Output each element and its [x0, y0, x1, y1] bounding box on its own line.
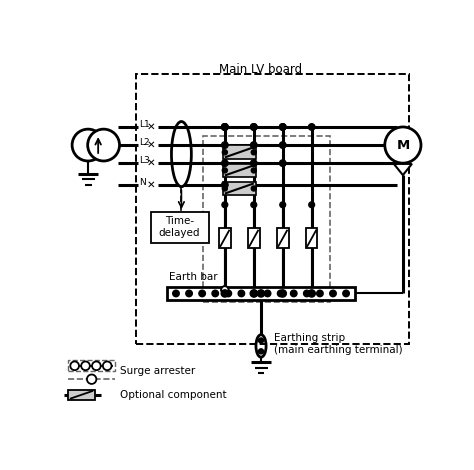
Circle shape [258, 338, 264, 343]
Text: ✕: ✕ [146, 140, 155, 150]
Circle shape [221, 160, 228, 166]
Text: L2: L2 [139, 138, 149, 147]
Text: L1: L1 [139, 120, 149, 129]
Bar [223, 164, 255, 177]
Text: M: M [396, 139, 410, 151]
Circle shape [251, 186, 256, 191]
Text: ✕: ✕ [146, 158, 155, 168]
Circle shape [251, 150, 256, 155]
Circle shape [303, 290, 310, 297]
Text: Main LV board: Main LV board [219, 63, 302, 76]
Text: N: N [139, 178, 146, 187]
Circle shape [221, 142, 228, 149]
Bar [68, 390, 94, 400]
Bar [167, 287, 355, 300]
Circle shape [309, 124, 315, 130]
Circle shape [308, 290, 315, 297]
Bar [306, 228, 318, 248]
Text: Surge arrester: Surge arrester [120, 366, 195, 376]
Circle shape [251, 124, 257, 130]
Circle shape [238, 290, 245, 297]
Circle shape [280, 142, 286, 149]
Circle shape [221, 181, 228, 188]
Circle shape [385, 127, 421, 163]
Circle shape [251, 124, 257, 130]
Circle shape [250, 290, 257, 297]
Text: ✕: ✕ [146, 180, 155, 190]
Circle shape [221, 124, 228, 130]
Circle shape [72, 129, 104, 161]
Bar [277, 228, 289, 248]
Text: L3: L3 [139, 156, 149, 165]
Circle shape [225, 290, 232, 297]
Circle shape [279, 290, 286, 297]
Circle shape [343, 290, 349, 297]
Circle shape [221, 124, 228, 130]
Circle shape [222, 202, 228, 208]
Circle shape [317, 290, 323, 297]
Circle shape [258, 349, 264, 354]
Circle shape [280, 124, 286, 130]
Circle shape [280, 124, 286, 130]
Circle shape [251, 160, 257, 166]
Circle shape [70, 361, 79, 370]
Bar [248, 228, 260, 248]
Text: Optional component: Optional component [120, 390, 227, 400]
Circle shape [330, 290, 336, 297]
Circle shape [87, 375, 96, 384]
Bar [68, 360, 115, 371]
Circle shape [264, 290, 271, 297]
Circle shape [257, 290, 264, 297]
Circle shape [199, 290, 205, 297]
Circle shape [81, 361, 90, 370]
Circle shape [103, 361, 111, 370]
Circle shape [251, 168, 256, 173]
Circle shape [173, 290, 179, 297]
Circle shape [221, 286, 228, 293]
Text: Earth bar: Earth bar [169, 272, 218, 282]
Circle shape [251, 142, 257, 149]
Circle shape [221, 286, 228, 293]
Circle shape [221, 290, 228, 297]
Ellipse shape [173, 123, 191, 186]
Circle shape [251, 202, 257, 208]
Text: Time-
delayed: Time- delayed [159, 216, 201, 238]
Circle shape [277, 290, 284, 297]
Circle shape [309, 202, 315, 208]
Bar [136, 74, 410, 344]
Bar [151, 212, 209, 243]
Circle shape [88, 129, 119, 161]
Text: ✕: ✕ [146, 122, 155, 132]
Circle shape [280, 202, 286, 208]
Circle shape [222, 168, 228, 173]
Circle shape [212, 290, 219, 297]
Circle shape [291, 290, 297, 297]
Circle shape [251, 290, 258, 297]
Circle shape [186, 290, 192, 297]
Circle shape [222, 186, 228, 191]
Circle shape [221, 124, 228, 130]
Circle shape [222, 150, 228, 155]
Circle shape [92, 361, 100, 370]
Bar [219, 228, 231, 248]
Circle shape [280, 160, 286, 166]
Bar [223, 145, 255, 159]
Text: Earthing strip
(main earthing terminal): Earthing strip (main earthing terminal) [273, 333, 402, 355]
Bar [203, 136, 330, 303]
Bar [223, 181, 255, 196]
